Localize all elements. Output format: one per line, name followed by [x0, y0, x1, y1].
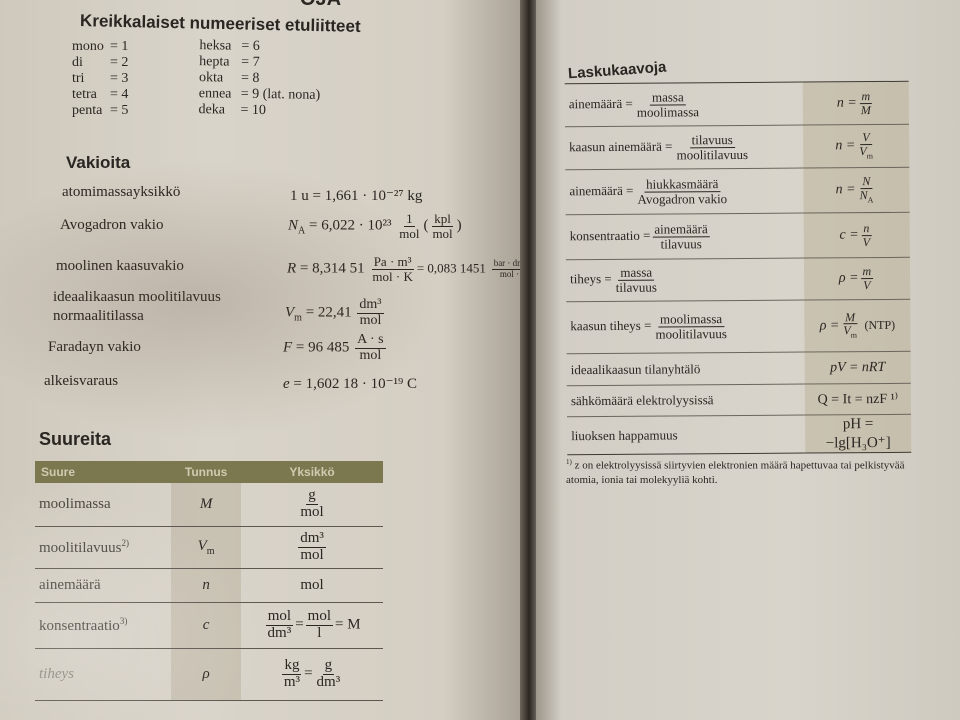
right-page: Laskukaavoja — [536, 0, 960, 720]
prefix-item: hepta = 7 — [199, 54, 260, 70]
formula-row: kaasun tiheys = moolimassa moolitilavuus ρ … — [566, 299, 911, 354]
constant-label: Faradayn vakio — [48, 339, 141, 355]
formula-row: sähkömäärä elektrolyysissä Q = It = nzF ¹… — [566, 383, 912, 417]
left-page: OJA Kreikkalaiset numeeriset etuliitteet… — [0, 0, 537, 720]
prefix-item: di = 2 — [72, 55, 129, 70]
table-header: Suure Tunnus Yksikkö — [35, 461, 383, 483]
cut-heading: OJA — [300, 0, 341, 11]
constant-label: atomimassayksikkö — [62, 184, 181, 200]
prefix-item: ennea = 9 (lat. nona) — [198, 86, 321, 103]
constant-label: Avogadron vakio — [60, 217, 164, 233]
formula-row: konsentraatio = ainemäärä tilavuus c = n V — [565, 212, 910, 260]
prefix-item: deka = 10 — [198, 102, 267, 119]
constant-formula: F = 96 485 A · s mol — [283, 332, 386, 363]
constant-formula: NA = 6,022 · 10²³ 1 mol(kpl mol) — [288, 211, 462, 241]
formula-row: ainemäärä = massa moolimassa n = m M — [564, 81, 910, 127]
table-row: tiheys ρ kg m³ = g dm³ — [35, 648, 383, 701]
constant-label: alkeisvaraus — [44, 373, 119, 389]
prefix-item: penta = 5 — [72, 103, 129, 118]
prefix-item: tri = 3 — [72, 71, 129, 86]
formulas-title: Laskukaavoja — [567, 58, 667, 83]
quantities-table: Suure Tunnus Yksikkö moolimassa M g mol m… — [35, 461, 383, 701]
prefix-item: mono = 1 — [72, 39, 129, 54]
constant-label: moolinen kaasuvakio — [56, 258, 184, 274]
table-row: ainemäärä n mol — [35, 568, 383, 603]
formula-row: kaasun ainemäärä = tilavuus moolitilavuus n… — [565, 124, 910, 170]
prefixes-right-column: heksa = 6 hepta = 7 okta = 8 ennea = 9 (lat.… — [198, 38, 321, 120]
formulas-table: ainemäärä = massa moolimassa n = m M kaasun a… — [564, 81, 912, 455]
table-row: moolitilavuus2) Vm dm³ mol — [35, 526, 383, 569]
prefixes-title: Kreikkalaiset numeeriset etuliitteet — [79, 11, 361, 36]
formula-row: ainemäärä = hiukkasmäärä Avogadron vakio n … — [565, 167, 910, 215]
prefix-item: tetra = 4 — [72, 87, 129, 102]
table-row: moolimassa M g mol — [35, 483, 383, 527]
formula-row: ideaalikaasun tilanyhtälö pV = nRT — [566, 351, 911, 386]
constant-label: ideaalikaasun moolitilavuus normaalitila… — [53, 289, 221, 324]
constant-formula: 1 u = 1,661 · 10⁻²⁷ kg — [290, 188, 423, 204]
formula-row: tiheys = massa tilavuus ρ = m V — [565, 257, 911, 302]
table-row: konsentraatio3) c mol dm³ = mol l = M — [35, 602, 383, 649]
constant-formula: e = 1,602 18 · 10⁻¹⁹ C — [283, 376, 418, 392]
book-gutter — [520, 0, 538, 720]
formula-row: liuoksen happamuus pH = −lg[H₃O⁺] — [567, 414, 912, 455]
constant-formula: Vm = 22,41 dm³ mol — [285, 297, 384, 328]
prefix-item: heksa = 6 — [199, 38, 260, 54]
quantities-title: Suureita — [39, 429, 112, 449]
constants-title: Vakioita — [66, 153, 131, 172]
prefixes-left-column: mono = 1 di = 2 tri = 3 tetra = 4 penta = 5 — [72, 39, 128, 119]
prefix-item: okta = 8 — [198, 70, 260, 86]
footnote: 1) z on elektrolyysissä siirtyvien elekt… — [566, 458, 905, 486]
constant-formula: R = 8,314 51 Pa · m³ mol · K = 0,083 1451 … — [287, 254, 537, 284]
